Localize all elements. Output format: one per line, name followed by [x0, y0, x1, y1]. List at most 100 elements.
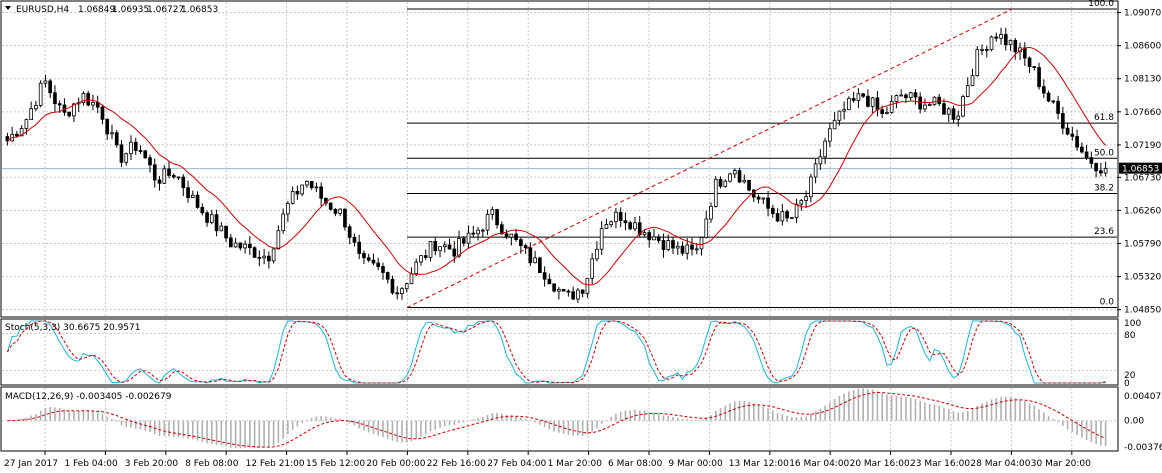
candle-body — [519, 239, 523, 247]
candle-body — [333, 208, 338, 214]
candle-body — [652, 236, 656, 241]
fib-level-label: 23.6 — [1094, 227, 1114, 237]
macd-title: MACD(12,26,9) -0.003405 -0.002679 — [5, 392, 172, 402]
time-tick-label: 3 Feb 20:00 — [125, 459, 179, 469]
candle-body — [1013, 40, 1018, 53]
fibonacci-retracement[interactable]: 100.0 61.8 50.0 38.2 23.6 0.0 — [407, 0, 1117, 309]
candle-body — [661, 240, 666, 250]
candle-body — [495, 209, 499, 226]
candle-body — [756, 196, 761, 200]
candle-body — [276, 230, 281, 250]
candle-body — [533, 257, 537, 264]
candle-body — [1070, 133, 1075, 137]
candle-body — [599, 228, 604, 250]
candle-body — [704, 218, 709, 238]
candle-body — [932, 96, 937, 105]
fib-level-label: 50.0 — [1094, 148, 1114, 158]
candle-body — [385, 272, 390, 280]
time-tick-label: 6 Mar 08:00 — [608, 459, 663, 469]
candle-body — [595, 248, 599, 260]
candle-body — [119, 144, 124, 163]
candle-body — [171, 175, 176, 178]
price-axis: 1.09070 1.08600 1.08130 1.07660 1.07190 1.067… — [1117, 9, 1161, 316]
time-tick-label: 13 Mar 12:00 — [729, 459, 789, 469]
candle-body — [233, 242, 238, 248]
time-tick-label: 30 Mar 20:00 — [1031, 459, 1091, 469]
candle-body — [214, 214, 219, 232]
trend-line[interactable] — [406, 8, 1013, 308]
candle-body — [557, 288, 561, 292]
candle-body — [376, 262, 381, 267]
candle-body — [999, 34, 1003, 39]
candle-body — [124, 153, 129, 163]
candle-body — [91, 102, 95, 106]
stochastic-pane[interactable]: Stoch(5,3,3) 30.6675 20.9571 100 80 200 — [0, 318, 1141, 389]
candle-body — [618, 211, 623, 222]
candle-body — [790, 217, 794, 220]
price-tick-label: 1.06730 — [1124, 173, 1161, 183]
ohlc-high: 1.06935 — [112, 5, 149, 15]
candle-body — [1075, 135, 1079, 148]
price-tick-label: 1.09070 — [1124, 9, 1161, 19]
candle-body — [152, 164, 157, 181]
candle-body — [970, 75, 975, 86]
candle-body — [913, 92, 918, 98]
candle-body — [181, 176, 186, 189]
candle-body — [53, 92, 57, 105]
candle-body — [685, 244, 690, 254]
candle-body — [404, 283, 409, 290]
price-pane[interactable]: 100.061.850.038.223.60.0 1.090701.086001… — [0, 0, 1162, 318]
ohlc-open: 1.06849 — [78, 5, 115, 15]
time-tick-label: 23 Mar 16:00 — [910, 459, 970, 469]
fib-level-label: 100.0 — [1088, 0, 1114, 9]
candle-body — [72, 103, 76, 117]
candle-body — [780, 211, 785, 222]
candle-body — [419, 255, 423, 263]
candle-body — [885, 112, 889, 115]
candle-body — [856, 93, 861, 101]
candle-body — [186, 187, 190, 199]
candle-body — [951, 108, 956, 120]
candle-body — [129, 141, 133, 155]
time-tick-label: 1 Feb 04:00 — [64, 459, 118, 469]
candle-body — [267, 255, 271, 262]
candle-body — [918, 96, 923, 110]
ohlc-low: 1.06727 — [147, 5, 184, 15]
candle-body — [442, 244, 447, 248]
candle-body — [461, 238, 466, 244]
chart-header: EURUSD,H4 1.06849 1.06935 1.06727 1.0685… — [5, 5, 218, 15]
candle-body — [590, 258, 594, 279]
candle-body — [1056, 100, 1060, 114]
candle-body — [942, 103, 946, 115]
candle-body — [1051, 100, 1056, 103]
candle-body — [452, 248, 457, 257]
candle-body — [989, 36, 994, 51]
macd-pane[interactable]: MACD(12,26,9) -0.003405 -0.002679 0.0040… — [0, 386, 1162, 453]
candle-body — [314, 186, 319, 189]
candle-body — [86, 93, 91, 106]
candle-body — [561, 288, 566, 292]
candle-body — [238, 242, 243, 249]
stochastic-tick-label: 0 — [1124, 379, 1130, 389]
candle-body — [328, 202, 333, 210]
candle-body — [248, 243, 252, 249]
candle-body — [15, 133, 19, 137]
candle-body — [818, 156, 823, 165]
candle-body — [347, 226, 352, 238]
candle-body — [409, 273, 414, 285]
candle-body — [813, 163, 818, 178]
candle-body — [366, 257, 371, 261]
candle-body — [880, 109, 884, 115]
candle-body — [423, 255, 428, 258]
fib-level-label: 61.8 — [1094, 113, 1114, 123]
price-tick-label: 1.06260 — [1124, 206, 1161, 216]
macd-tick-label: 0.004079 — [1124, 392, 1162, 402]
price-tick-label: 1.08130 — [1124, 75, 1161, 85]
candle-body — [205, 212, 209, 223]
candle-body — [252, 247, 257, 258]
triangle-down-icon[interactable] — [5, 6, 11, 10]
candle-body — [110, 132, 114, 135]
candle-body — [305, 181, 309, 186]
